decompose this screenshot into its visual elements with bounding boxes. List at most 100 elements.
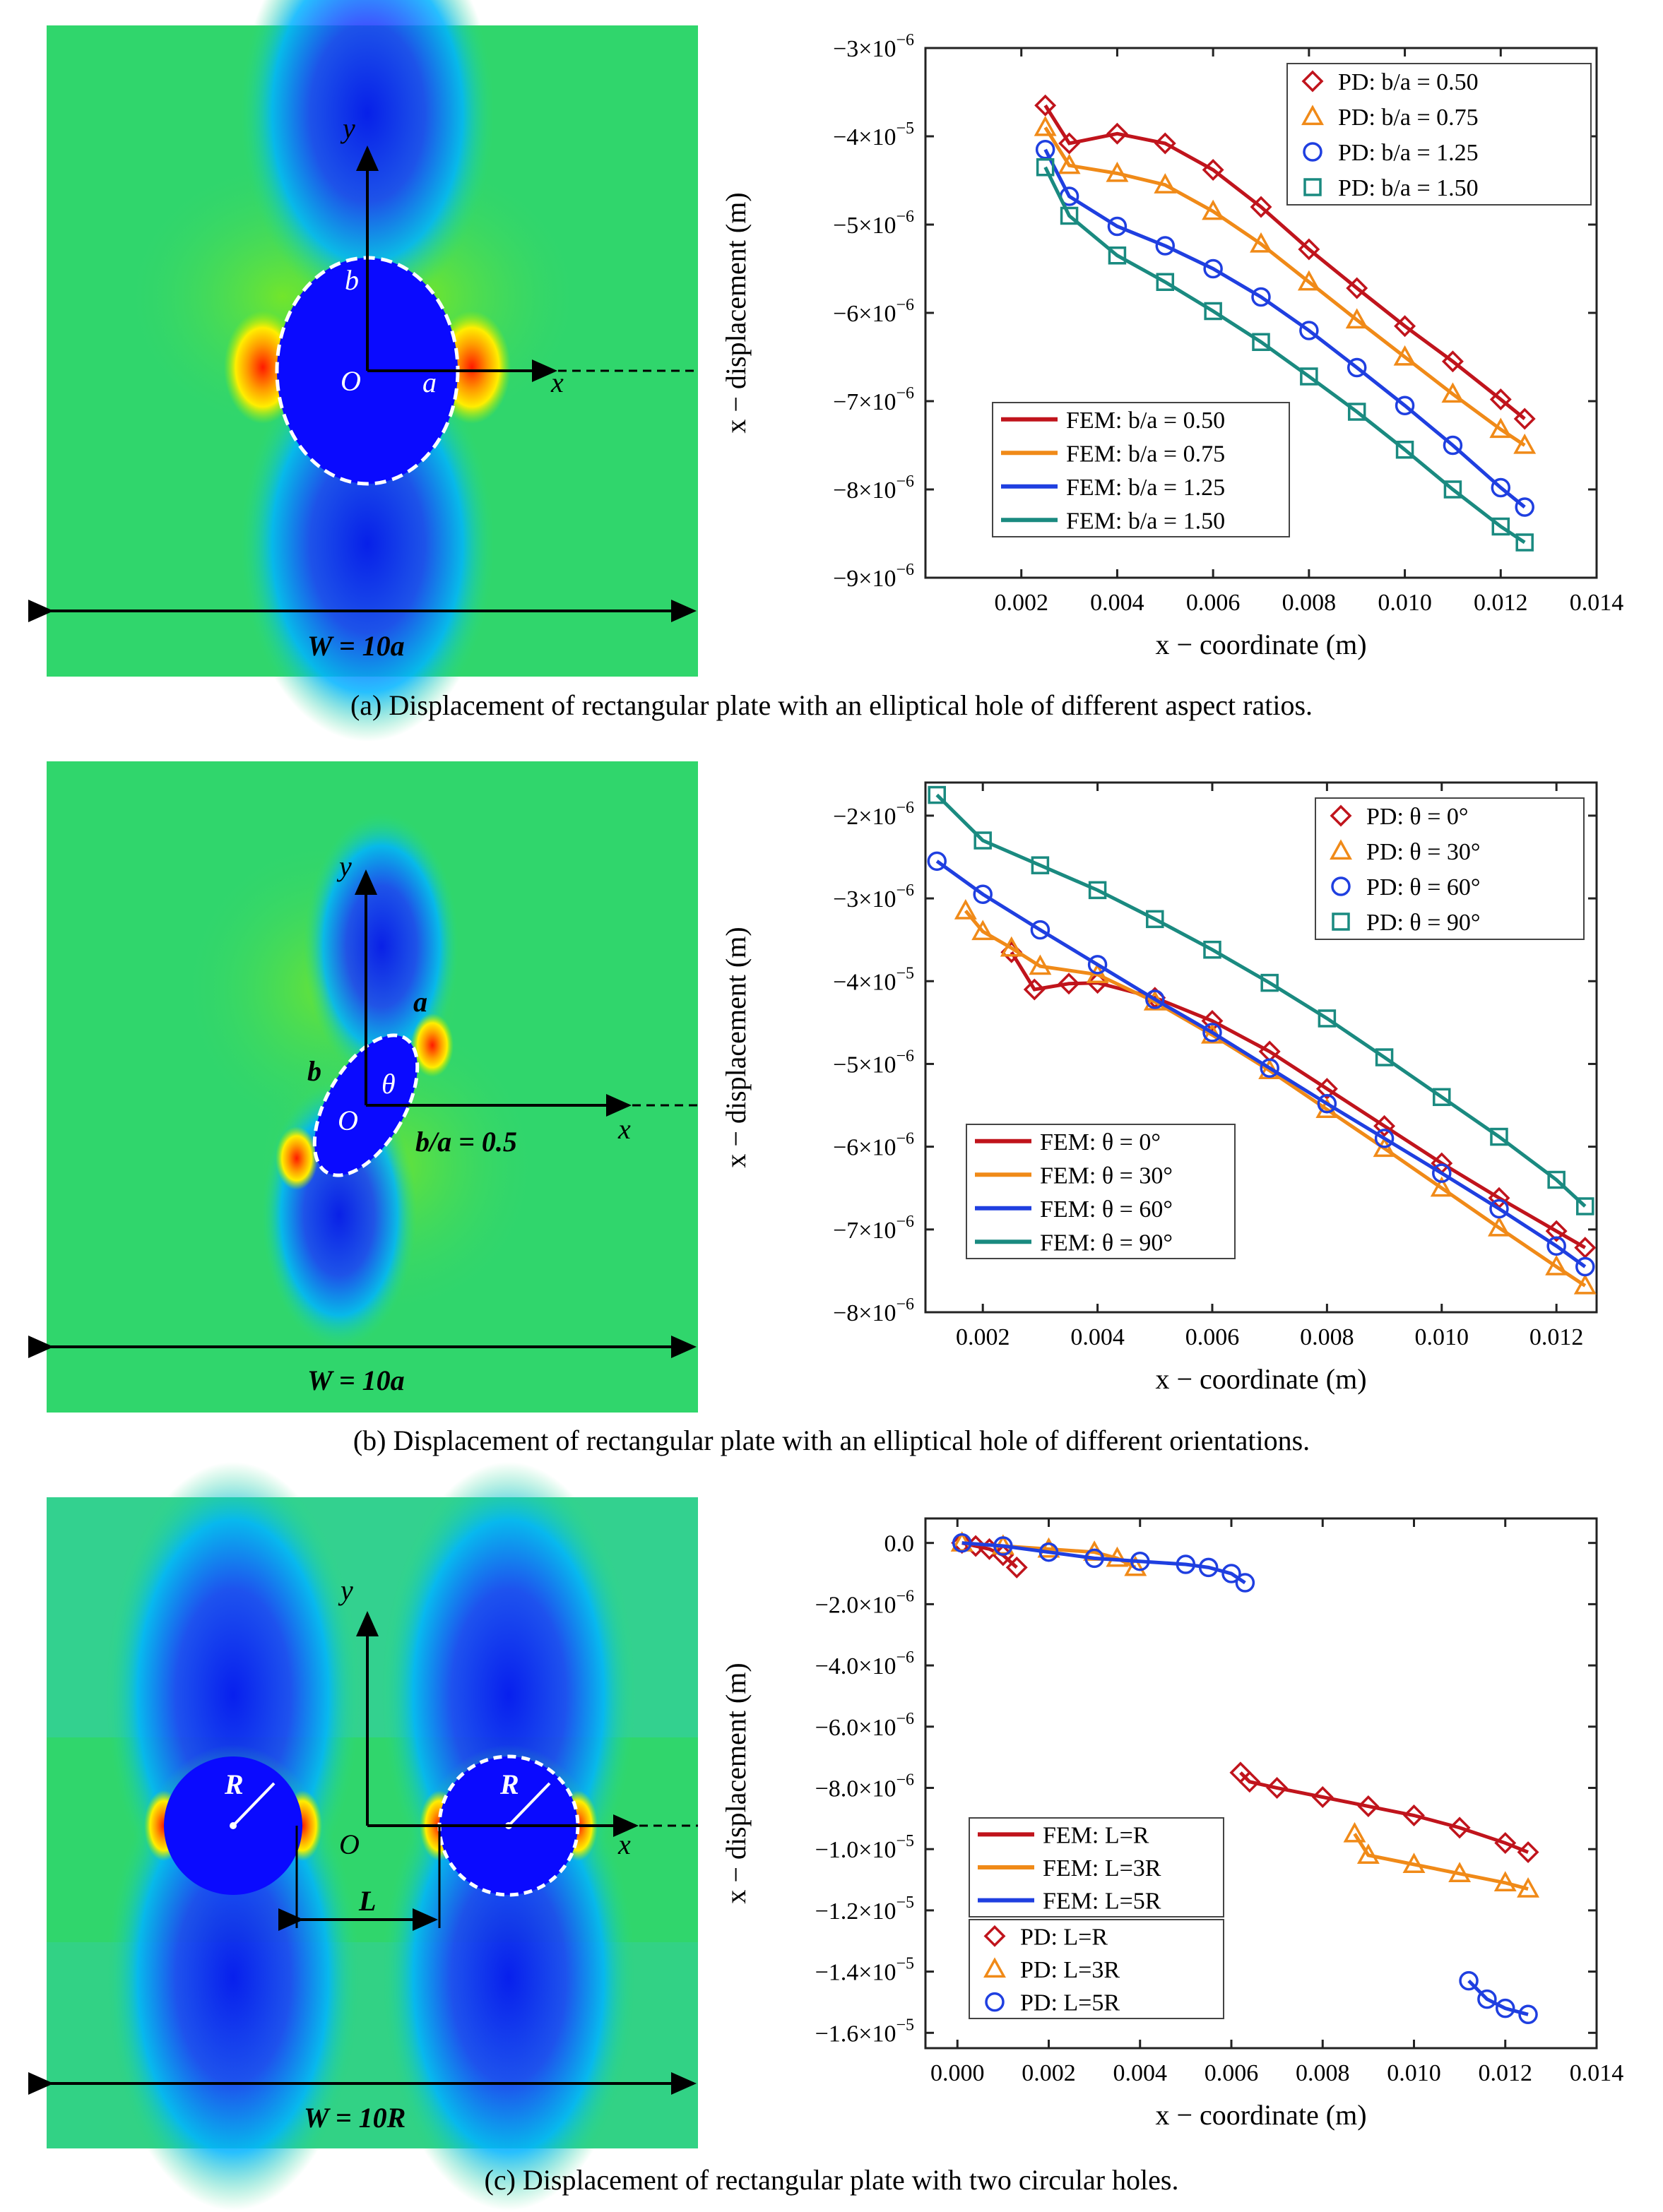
radius-label-left: R [224, 1768, 244, 1800]
pd-marker-θ = 60° [1432, 1163, 1452, 1183]
pd-marker-θ = 30° [1000, 936, 1023, 957]
pd-marker-θ = 60° [1202, 1023, 1222, 1042]
semi-axis-b-label-b: b [307, 1055, 321, 1087]
pd-marker-b/a = 0.75 [1202, 199, 1225, 220]
fem-line-L=R [1239, 1771, 1529, 1854]
pd-marker-θ = 90° [1576, 1197, 1594, 1215]
pd-marker-b/a = 1.50 [1036, 158, 1055, 177]
axis-y-label-b: y [336, 850, 352, 882]
x-tick-label: 0.010 [1415, 1324, 1469, 1350]
pd-marker-θ = 60° [1374, 1129, 1395, 1148]
pd-marker-b/a = 0.50 [1058, 132, 1081, 155]
x-tick-label: 0.002 [994, 590, 1048, 616]
pd-marker-b/a = 1.25 [1347, 357, 1367, 378]
semi-axis-b-label: b [345, 264, 359, 296]
y-axis-label: x − displacement (m) [720, 927, 752, 1167]
y-tick-label: −8×10−6 [833, 472, 914, 504]
pd-marker-θ = 0° [1574, 1237, 1597, 1259]
y-tick-label: −6×10−6 [833, 296, 914, 327]
pd-marker-b/a = 1.50 [1108, 246, 1127, 265]
x-tick-label: 0.004 [1070, 1324, 1125, 1350]
legend-pd-label: PD: L=R [1020, 1924, 1108, 1950]
pd-marker-b/a = 0.75 [1250, 232, 1272, 253]
pd-marker-L=3R [1517, 1877, 1540, 1898]
pd-marker-θ = 30° [1573, 1273, 1597, 1295]
x-tick-label: 0.012 [1529, 1324, 1584, 1350]
pd-marker-b/a = 0.75 [1154, 173, 1177, 194]
pd-marker-b/a = 0.50 [1034, 94, 1057, 117]
pd-marker-θ = 90° [1490, 1127, 1508, 1146]
aspect-ratio-label-b: b/a = 0.5 [415, 1126, 517, 1158]
plate-width-label-a: W = 10a [307, 630, 405, 662]
origin-label-c: O [339, 1829, 360, 1860]
fem-line-L=5R [1467, 1979, 1529, 2016]
pd-marker-b/a = 0.75 [1106, 161, 1129, 182]
legend-fem-label: FEM: L=R [1043, 1822, 1149, 1848]
legend-pd-label: PD: θ = 90° [1366, 910, 1480, 936]
legend-pd-marker [1332, 912, 1350, 931]
legend-fem-label: FEM: L=5R [1043, 1889, 1161, 1915]
fem-line-θ = 90° [935, 793, 1587, 1208]
semi-axis-a-label-b: a [413, 986, 427, 1018]
x-tick-label: 0.006 [1205, 2060, 1259, 2086]
pd-marker-θ = 90° [1146, 910, 1164, 929]
axis-x-label-c: x [617, 1829, 631, 1860]
legend-fem-label: FEM: b/a = 0.50 [1066, 408, 1225, 434]
pd-marker-L=3R [1448, 1862, 1472, 1883]
x-tick-label: 0.012 [1478, 2060, 1532, 2086]
legend-fem-label: FEM: b/a = 0.75 [1066, 441, 1225, 467]
pd-marker-θ = 30° [1545, 1254, 1568, 1276]
chart-b: 0.002 0.004 0.006 0.008 0.010 0.012 −2×10−6 −3×… [720, 781, 1598, 1395]
y-tick-label: −9×10−6 [833, 561, 914, 592]
y-tick-label: −1.4×10−5 [815, 1955, 914, 1986]
legend-pd-label: PD: b/a = 0.50 [1338, 69, 1479, 95]
pd-marker-b/a = 1.25 [1299, 321, 1319, 340]
pd-marker-L=3R [1124, 1555, 1147, 1576]
y-tick-label: −1.2×10−5 [815, 1893, 914, 1925]
x-tick-label: 0.000 [930, 2060, 985, 2086]
pd-marker-θ = 30° [1430, 1176, 1453, 1197]
contour-plot-a: y x O a b W = 10a [28, 0, 698, 742]
plate-width-label-c: W = 10R [304, 2102, 406, 2134]
legend-pd-box [969, 1919, 1224, 2019]
pd-marker-θ = 60° [1087, 955, 1108, 975]
y-tick-label: −8.0×10−6 [815, 1771, 914, 1802]
y-tick-label: −8×10−6 [833, 1295, 914, 1326]
legend-pd-label: PD: L=5R [1020, 1990, 1120, 2016]
pd-marker-b/a = 1.25 [1155, 236, 1176, 256]
pd-marker-θ = 30° [1086, 963, 1109, 984]
y-tick-label: −3×10−6 [833, 881, 914, 912]
pd-marker-L=R [1403, 1804, 1425, 1826]
legend-pd-marker [1331, 876, 1351, 896]
contour-plot-b: y x O a b θ b/a = 0.5 W = 10a [28, 761, 698, 1413]
pd-marker-b/a = 1.50 [1060, 206, 1079, 225]
y-tick-label: −7×10−6 [833, 384, 914, 415]
y-tick-label: −4.0×10−6 [815, 1648, 914, 1679]
y-tick-label: −1.0×10−5 [815, 1832, 914, 1863]
pd-marker-L=3R [1037, 1537, 1060, 1558]
fem-line-θ = 60° [935, 860, 1587, 1268]
pd-marker-L=R [1311, 1786, 1334, 1808]
pd-marker-b/a = 0.50 [1513, 408, 1536, 430]
pd-marker-θ = 0° [1058, 973, 1080, 995]
pd-marker-L=5R [1130, 1551, 1150, 1571]
pd-marker-θ = 30° [954, 899, 977, 920]
legend-pd-label: PD: θ = 0° [1366, 804, 1468, 830]
x-tick-label: 0.002 [1022, 2060, 1076, 2086]
x-tick-label: 0.004 [1090, 590, 1144, 616]
x-tick-label: 0.014 [1570, 590, 1624, 616]
legend-fem-label: FEM: b/a = 1.25 [1066, 475, 1225, 501]
legend-pd-label: PD: θ = 60° [1366, 874, 1480, 900]
pd-marker-L=R [1357, 1795, 1380, 1817]
origin-label-b: O [338, 1105, 358, 1136]
legend-pd-label: PD: b/a = 0.75 [1338, 105, 1479, 131]
pd-marker-L=R [1005, 1556, 1028, 1578]
pd-marker-b/a = 0.50 [1298, 238, 1320, 261]
pd-marker-θ = 60° [973, 884, 993, 904]
y-tick-label: −4×10−5 [833, 964, 914, 995]
x-tick-label: 0.010 [1387, 2060, 1441, 2086]
pd-marker-L=R [1494, 1832, 1517, 1855]
pd-marker-θ = 30° [1373, 1136, 1396, 1158]
pd-marker-θ = 0° [1545, 1220, 1568, 1242]
